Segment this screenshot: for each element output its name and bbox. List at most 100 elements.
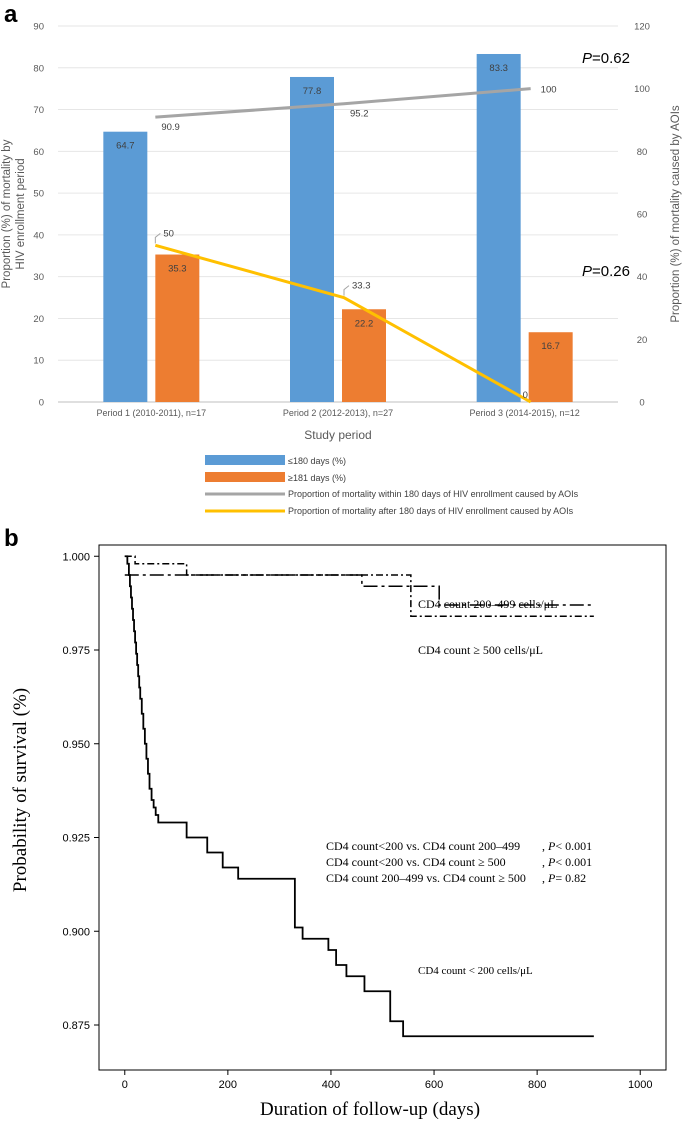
chart-a-ytick-left: 0 [39, 398, 44, 409]
chart-panel-b: 0.875 0.900 0.925 0.950 0.975 1.000 0 200 400 600… [10, 544, 667, 1120]
chart-a-ytick-right: 40 [637, 272, 648, 283]
curve-label-200-499: CD4 count 200–499 cells/μL [418, 597, 557, 611]
chart-a-legend: ≤180 days (%) ≥181 days (%) Proportion o… [205, 455, 579, 516]
survival-curve [124, 574, 594, 606]
chart-b-xtick: 1000 [628, 1079, 652, 1091]
legend-label-gray-line: Proportion of mortality within 180 days … [288, 489, 579, 499]
chart-a-bars: 64.7 35.3 77.8 22.2 83.3 16.7 [103, 53, 573, 403]
stat-p-3: P [547, 871, 556, 885]
chart-a-ytick-left: 80 [33, 63, 44, 74]
chart-a-axes: 0 10 20 30 40 50 60 70 80 90 0 20 40 60 80 100 120 Period… [33, 22, 650, 419]
chart-a-ytick-right: 120 [634, 22, 650, 33]
chart-a-bar-label: 22.2 [355, 318, 374, 329]
chart-a-ylabel-left-2: HIV enrollment period [15, 158, 27, 269]
chart-a-bar [155, 254, 200, 402]
chart-a-leader-line [154, 232, 161, 244]
panel-label-a: a [4, 1, 18, 28]
chart-a-xlabel: Study period [304, 428, 371, 442]
chart-a-lines: 90.9 95.2 100 50 33.3 0 [154, 85, 557, 404]
chart-a-bar [476, 53, 521, 402]
chart-a-pvalue-2: P=0.26 [582, 263, 630, 280]
stat-p-1: P [547, 839, 556, 853]
chart-a-ylabel-left-1: Proportion (%) of mortality by [1, 139, 13, 288]
chart-a-ytick-right: 0 [639, 398, 644, 409]
chart-b-ytick: 0.900 [62, 926, 90, 938]
svg-text:, P< 0.001: , P< 0.001 [542, 839, 592, 853]
chart-panel-a: 64.735.377.822.283.316.7 90.995.21005033… [1, 22, 682, 517]
chart-a-pvalue-1: P=0.62 [582, 50, 630, 67]
chart-a-bar [528, 332, 573, 402]
chart-b-xtick: 400 [322, 1079, 340, 1091]
chart-a-bar-label: 83.3 [489, 63, 508, 74]
chart-b-xlabel: Duration of follow-up (days) [260, 1099, 480, 1120]
chart-a-ytick-left: 70 [33, 105, 44, 116]
chart-a-ytick-right: 20 [637, 335, 648, 346]
legend-swatch-le180 [205, 455, 285, 465]
stat-value-2: < 0.001 [555, 855, 592, 869]
chart-a-pvalue-1-p: P [582, 50, 592, 67]
chart-a-line-label: 50 [163, 228, 174, 239]
legend-label-ge181: ≥181 days (%) [288, 473, 346, 483]
chart-b-axes: 0.875 0.900 0.925 0.950 0.975 1.000 0 200 400 600… [62, 551, 652, 1091]
curve-label-ge500: CD4 count ≥ 500 cells/μL [418, 643, 543, 657]
chart-a-pvalue-2-p: P [582, 263, 592, 280]
stat-value-3: = 0.82 [555, 871, 586, 885]
chart-a-bar [290, 76, 334, 403]
chart-a-line-label: 33.3 [352, 281, 371, 292]
survival-curve [124, 555, 594, 617]
chart-a-leader-line [343, 285, 350, 296]
chart-a-ytick-right: 60 [637, 210, 648, 221]
stat-value-1: < 0.001 [555, 839, 592, 853]
svg-text:P=0.26: P=0.26 [582, 263, 630, 280]
chart-b-ytick: 0.950 [62, 739, 90, 751]
chart-a-line-label: 90.9 [161, 122, 180, 133]
legend-swatch-ge181 [205, 472, 285, 482]
chart-b-xtick: 0 [122, 1079, 128, 1091]
chart-b-ytick: 0.875 [62, 1020, 90, 1032]
survival-curve [124, 555, 594, 1038]
chart-a-xtick: Period 1 (2010-2011), n=17 [96, 408, 206, 418]
chart-a-ytick-left: 90 [33, 22, 44, 33]
chart-a-pvalue-1-rest: =0.62 [592, 50, 630, 67]
svg-text:, P< 0.001: , P< 0.001 [542, 855, 592, 869]
chart-a-ytick-left: 40 [33, 230, 44, 241]
chart-a-bar-label: 64.7 [116, 141, 135, 152]
chart-a-ytick-left: 60 [33, 147, 44, 158]
chart-a-bar-label: 16.7 [541, 341, 560, 352]
svg-text:, P= 0.82: , P= 0.82 [542, 871, 586, 885]
legend-label-le180: ≤180 days (%) [288, 456, 346, 466]
chart-a-bar [342, 309, 386, 402]
chart-a-ylabel-right: Proportion (%) of mortality caused by AO… [670, 105, 682, 323]
chart-a-line [155, 87, 531, 119]
chart-b-ylabel: Probability of survival (%) [10, 688, 31, 892]
stat-p-2: P [547, 855, 556, 869]
chart-a-xtick: Period 2 (2012-2013), n=27 [283, 408, 393, 418]
chart-b-ytick: 1.000 [62, 551, 90, 563]
panel-label-b: b [4, 525, 19, 552]
chart-b-ytick: 0.925 [62, 833, 90, 845]
chart-b-xtick: 600 [425, 1079, 443, 1091]
stat-comparison-3: CD4 count 200–499 vs. CD4 count ≥ 500 [326, 871, 526, 885]
chart-b-frame [98, 544, 667, 1071]
chart-a-ytick-left: 10 [33, 356, 44, 367]
stat-comparison-2: CD4 count<200 vs. CD4 count ≥ 500 [326, 855, 506, 869]
chart-b-curves [124, 555, 594, 1038]
chart-a-line [154, 243, 532, 404]
chart-a-line-label: 0 [523, 390, 528, 401]
stat-comparison-1: CD4 count<200 vs. CD4 count 200–499 [326, 839, 520, 853]
chart-b-xtick: 800 [528, 1079, 546, 1091]
chart-a-bar-label: 35.3 [168, 264, 187, 275]
chart-a-ytick-left: 50 [33, 189, 44, 200]
chart-a-ytick-right: 80 [637, 147, 648, 158]
chart-a-pvalue-2-rest: =0.26 [592, 263, 630, 280]
curve-label-lt200: CD4 count < 200 cells/μL [418, 965, 533, 977]
chart-a-line-label: 100 [541, 85, 557, 96]
svg-text:P=0.62: P=0.62 [582, 50, 630, 67]
chart-a-ytick-left: 20 [33, 314, 44, 325]
chart-b-stats: CD4 count<200 vs. CD4 count 200–499 , P<… [326, 839, 592, 885]
chart-a-xtick: Period 3 (2014-2015), n=12 [469, 408, 579, 418]
chart-a-bar [103, 131, 148, 402]
chart-a-bar-label: 77.8 [303, 86, 322, 97]
chart-a-ytick-right: 100 [634, 84, 650, 95]
